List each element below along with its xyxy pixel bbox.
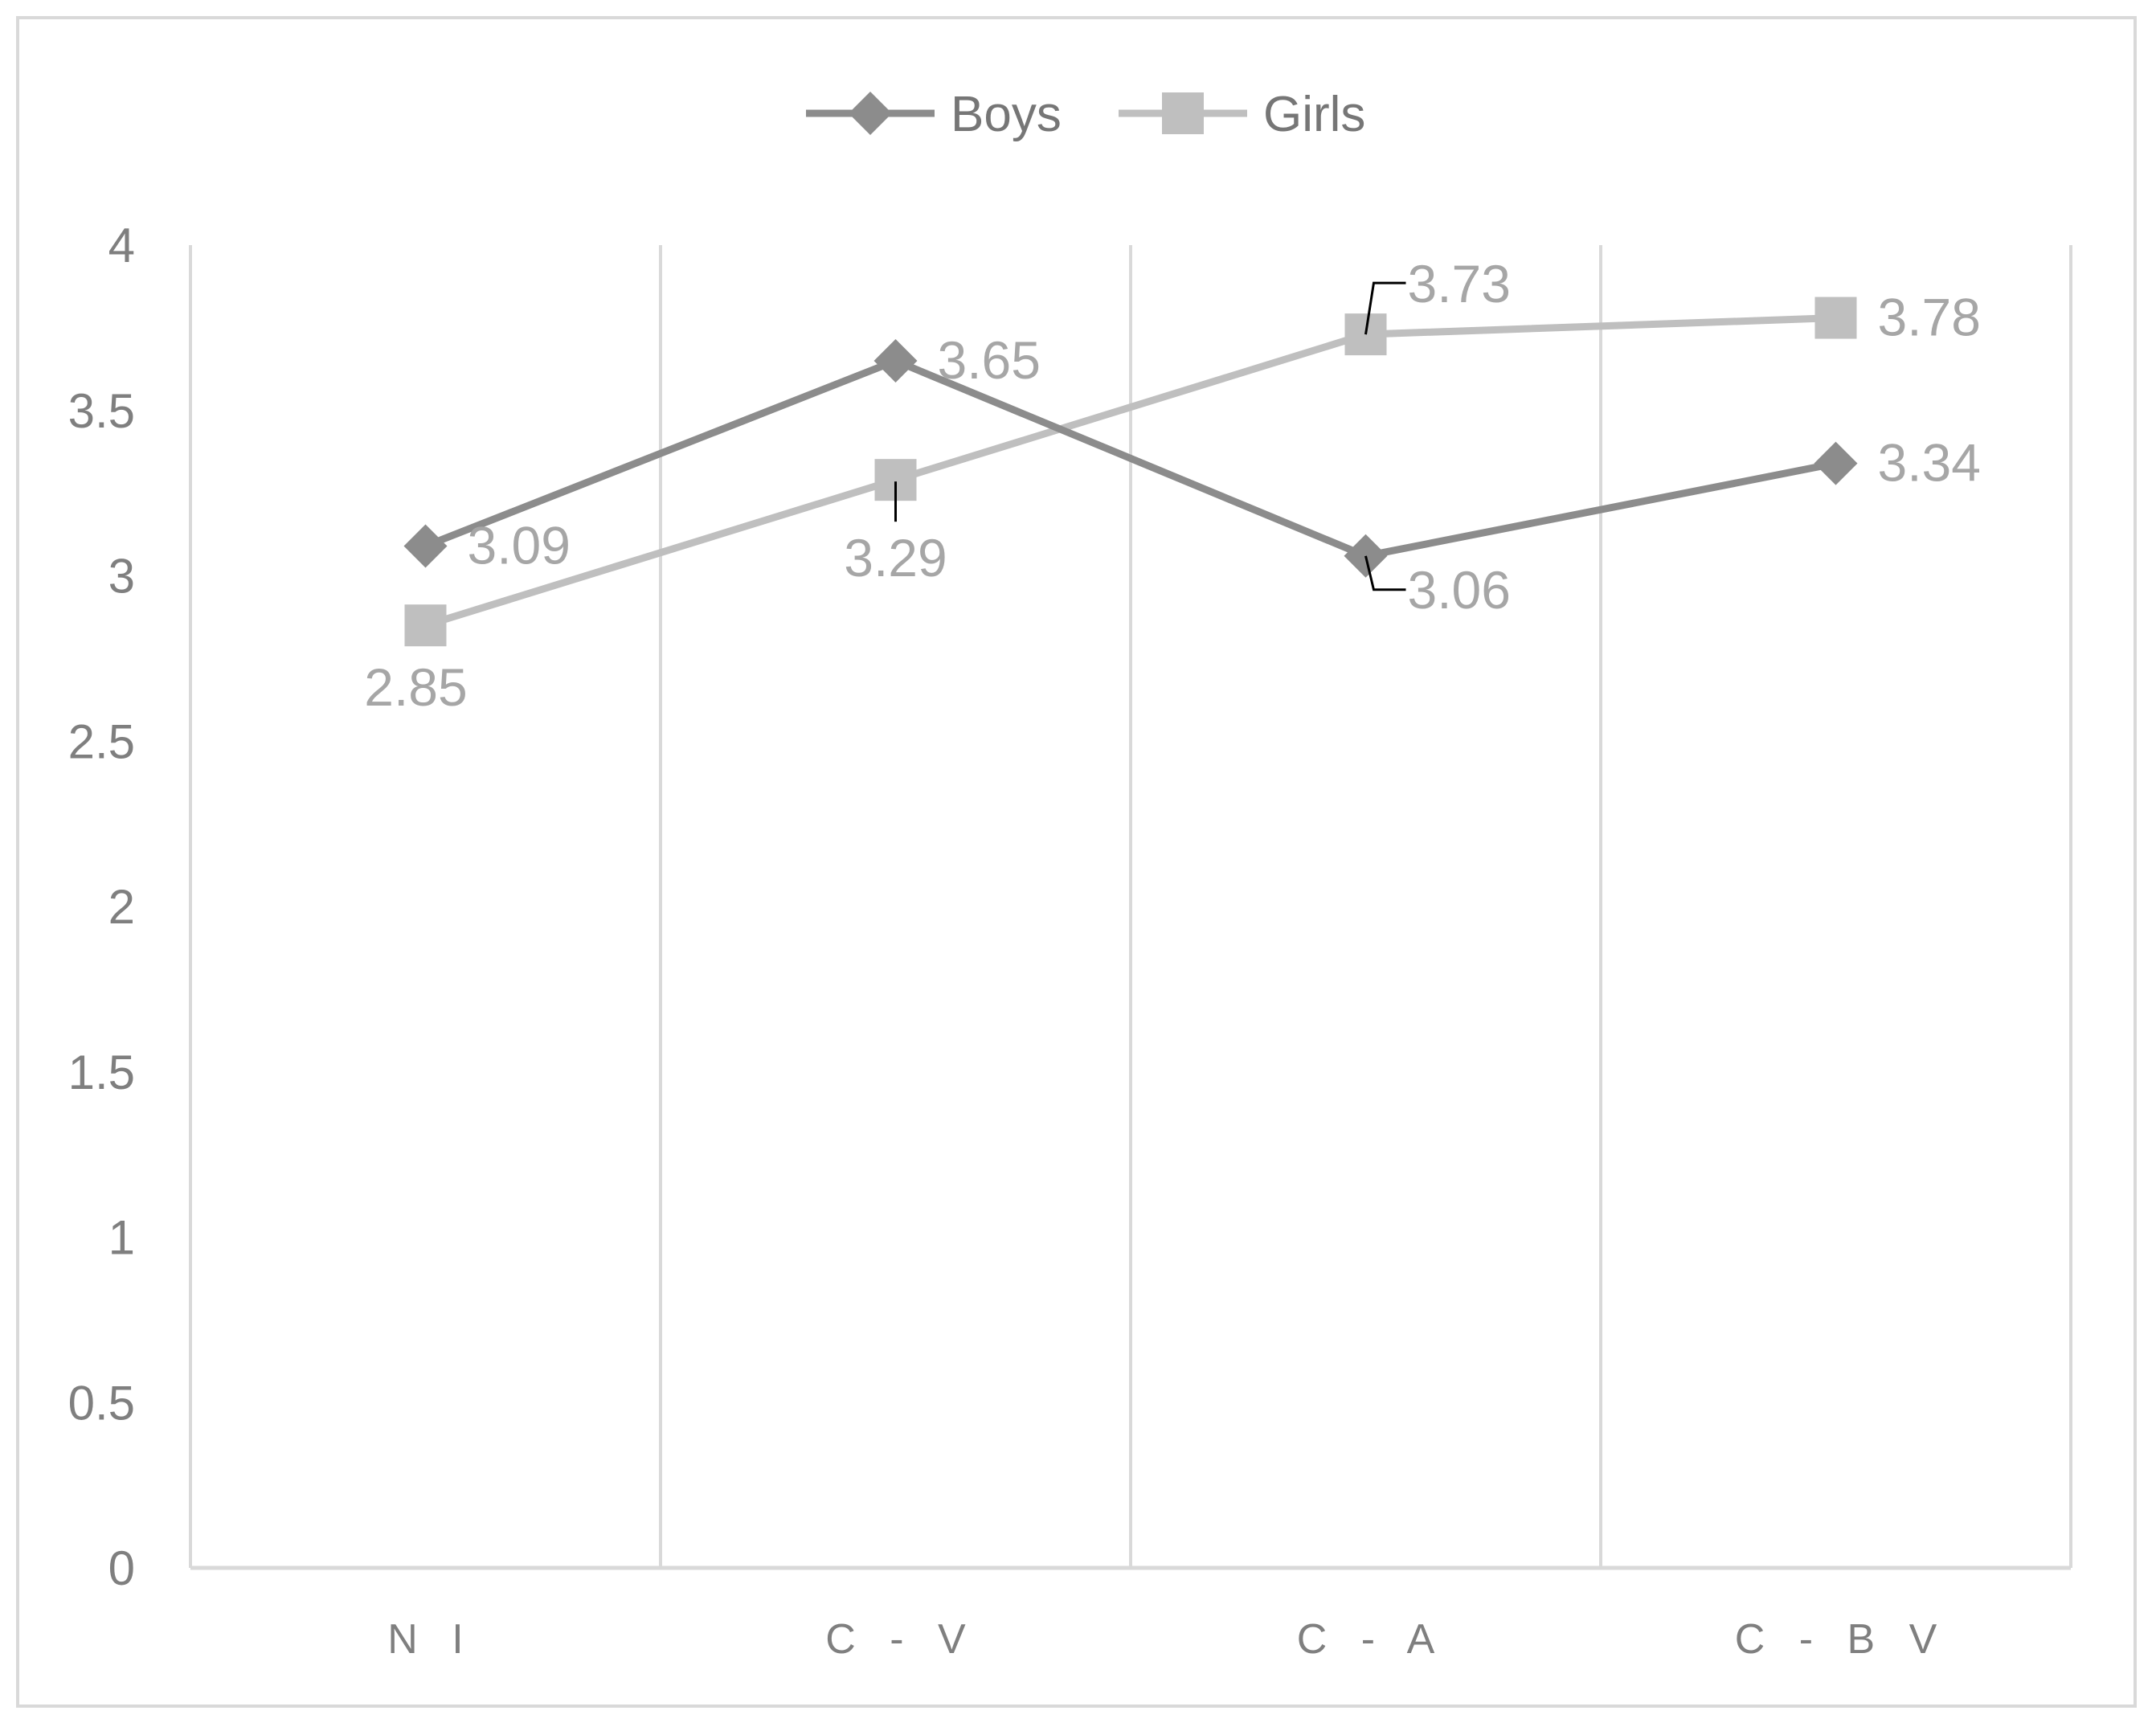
data-point-boys [1814, 441, 1858, 485]
data-label-boys: 3.06 [1408, 560, 1511, 620]
chart-frame [16, 16, 2137, 1708]
data-label-layer: 3.09 3.65 3.06 3.34 2.85 3.29 3.73 3.78 [364, 254, 1981, 717]
y-tick-label: 2 [108, 880, 135, 934]
data-point-boys [403, 524, 448, 568]
legend-marker-boys [849, 92, 892, 135]
legend: Boys Girls [806, 87, 1365, 142]
data-label-girls: 2.85 [364, 657, 467, 717]
y-tick-label: 1.5 [68, 1046, 135, 1099]
legend-label-girls: Girls [1263, 87, 1365, 142]
series-line-girls [424, 314, 1836, 629]
legend-marker-girls [1162, 92, 1204, 134]
series-line-boys [423, 357, 1837, 560]
data-label-girls: 3.29 [844, 528, 947, 587]
grid-layer [189, 245, 2072, 1568]
x-category-label: N I [387, 1616, 474, 1663]
x-category-label: C - V [825, 1616, 976, 1663]
leader-line-boys [1364, 555, 1406, 591]
x-category-label: C - B V [1735, 1616, 1949, 1663]
y-tick-label: 3 [108, 550, 135, 604]
y-tick-label: 2.5 [68, 714, 135, 768]
data-point-boys [873, 339, 918, 383]
y-tick-label: 3.5 [68, 384, 135, 438]
data-label-girls: 3.73 [1408, 254, 1511, 313]
y-tick-label: 4 [108, 219, 135, 272]
data-label-boys: 3.09 [468, 515, 571, 575]
y-tick-label: 0.5 [68, 1376, 135, 1430]
leader-line-girls [1364, 281, 1406, 335]
data-label-girls: 3.78 [1878, 288, 1981, 347]
y-tick-label: 0 [108, 1541, 135, 1595]
data-point-girls [1814, 297, 1857, 339]
legend-label-boys: Boys [951, 87, 1062, 142]
axis-layer: 0 0.5 1 1.5 2 2.5 3 3.5 4 N I C - V C - A C - B V [68, 219, 2071, 1663]
data-point-girls [404, 604, 447, 647]
data-label-boys: 3.34 [1878, 433, 1981, 493]
series-layer [403, 297, 1858, 647]
y-tick-label: 1 [108, 1211, 135, 1265]
data-label-boys: 3.65 [938, 330, 1041, 390]
x-category-label: C - A [1297, 1616, 1446, 1663]
